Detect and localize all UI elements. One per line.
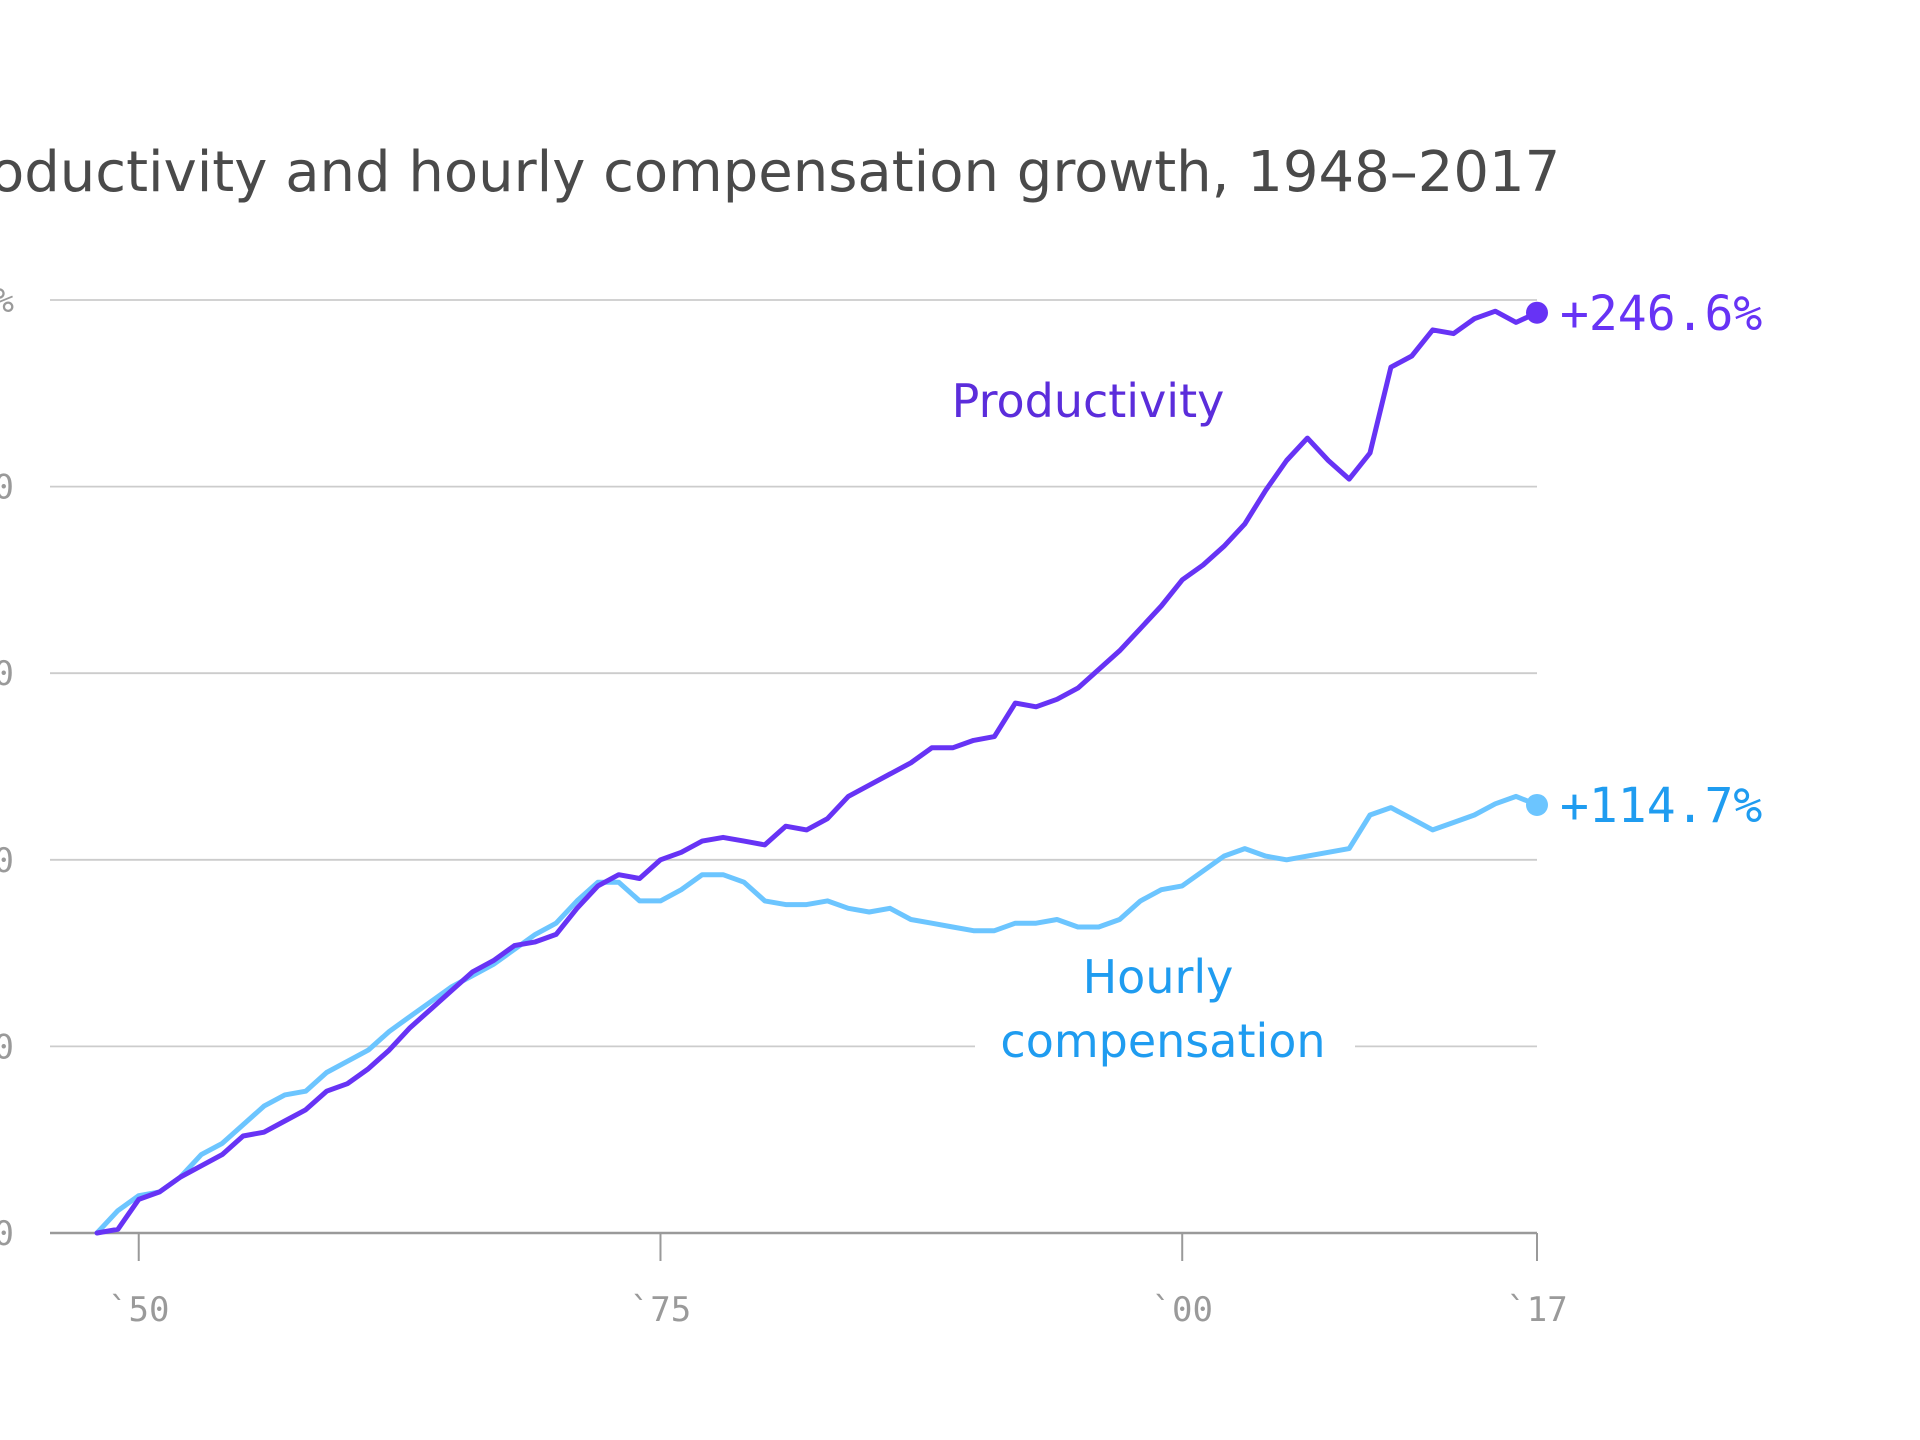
x-tick-label: `75 xyxy=(630,1290,691,1330)
y-tick-label: 0 xyxy=(0,1214,14,1254)
y-axis-ticks: 0 0 0 0 0 0% xyxy=(0,281,14,1254)
productivity-end-dot xyxy=(1526,301,1548,324)
x-tick-label: `00 xyxy=(1152,1290,1213,1330)
productivity-line xyxy=(94,308,1540,1236)
y-tick-label: 0 xyxy=(0,468,14,508)
series-layer xyxy=(94,301,1548,1236)
chart-title: oductivity and hourly compensation growt… xyxy=(0,140,1561,205)
compensation-label-line1: Hourly xyxy=(1083,950,1234,1004)
grid-lines xyxy=(50,299,1537,1235)
compensation-label-background xyxy=(975,945,1355,1095)
y-tick-label: 0 xyxy=(0,654,14,694)
compensation-end-dot xyxy=(1526,793,1548,816)
productivity-end-label: +246.6% xyxy=(1560,286,1762,342)
y-tick-label: 0 xyxy=(0,1027,14,1067)
productivity-label: Productivity xyxy=(952,374,1225,428)
series-labels: Productivity Hourly compensation +246.6%… xyxy=(952,286,1762,1095)
x-tick-label: `17 xyxy=(1506,1290,1567,1330)
y-tick-label: 0% xyxy=(0,281,14,321)
x-tick-label: `50 xyxy=(108,1290,169,1330)
compensation-label-line2: compensation xyxy=(1000,1014,1325,1068)
compensation-line xyxy=(94,793,1540,1236)
compensation-end-label: +114.7% xyxy=(1560,778,1762,834)
x-axis: `50 `75 `00 `17 xyxy=(108,1233,1568,1330)
y-tick-label: 0 xyxy=(0,841,14,881)
